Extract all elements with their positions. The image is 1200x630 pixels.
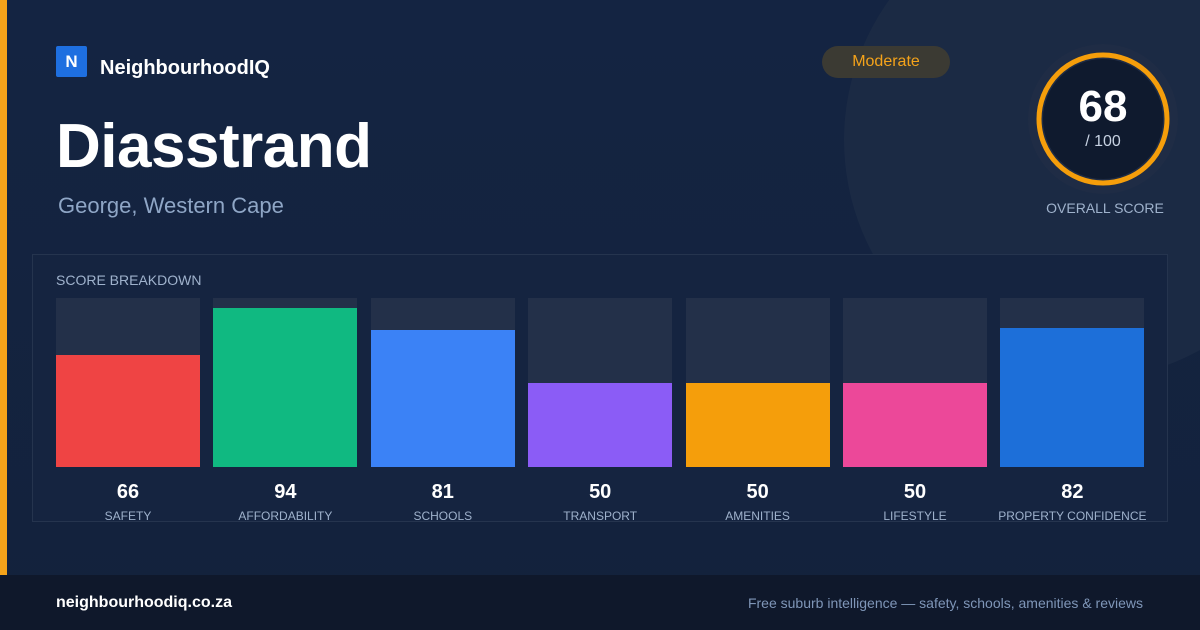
overall-score-max: / 100	[1085, 133, 1121, 150]
footer-url[interactable]: neighbourhoodiq.co.za	[56, 594, 232, 611]
brand-logo-icon: N	[56, 46, 87, 77]
overall-score-label: OVERALL SCORE	[1046, 200, 1164, 216]
score-ring-progress	[1036, 52, 1170, 186]
bar-category-label: AFFORDABILITY	[238, 509, 333, 523]
brand-name: NeighbourhoodIQ	[100, 57, 270, 79]
bar-value-label: 50	[589, 481, 612, 503]
bar-value-label: 66	[116, 481, 140, 503]
bar	[1000, 328, 1145, 467]
score-ring-inner	[1043, 59, 1163, 179]
bar	[213, 308, 358, 467]
accent-stripe	[0, 0, 7, 575]
score-breakdown-panel: SCORE BREAKDOWN 66 SAFETY 94 AFFORDABILITY 8…	[32, 254, 1168, 523]
bar-category-label: AMENITIES	[725, 509, 790, 523]
bar-category-label: SCHOOLS	[413, 509, 473, 523]
bar-track	[370, 298, 515, 467]
bar-value-label: 50	[903, 481, 927, 503]
bar-track	[1000, 298, 1145, 467]
bar-column: 50 LIFESTYLE	[843, 298, 987, 523]
score-ring-graphic	[1028, 44, 1178, 194]
bar-value-label: 81	[431, 481, 454, 503]
bar-value-label: 82	[1061, 481, 1084, 503]
bar	[843, 382, 987, 467]
suburb-location: George, Western Cape	[58, 193, 284, 218]
bar-category-label: LIFESTYLE	[883, 509, 947, 523]
bar-value-label: 94	[274, 481, 297, 503]
bar	[685, 382, 830, 467]
bar-track	[528, 298, 673, 467]
bar-track	[213, 298, 358, 467]
bar-category-label: SAFETY	[104, 509, 152, 523]
bar-column: 50 AMENITIES	[685, 298, 830, 523]
footer-tagline: Free suburb intelligence — safety, schoo…	[747, 595, 1143, 611]
bar-track	[685, 298, 830, 467]
breakdown-title: SCORE BREAKDOWN	[56, 272, 202, 288]
bar-category-label: TRANSPORT	[563, 509, 638, 523]
bar-track	[843, 298, 987, 467]
footer: neighbourhoodiq.co.za Free suburb intell…	[0, 575, 1200, 630]
bar-value-label: 50	[746, 481, 769, 503]
bar	[370, 330, 515, 467]
bar-column: 81 SCHOOLS	[370, 298, 515, 523]
overall-score-value: 68	[1078, 82, 1128, 131]
bar	[528, 382, 673, 467]
suburb-title: Diasstrand	[56, 112, 372, 181]
bar-column: 94 AFFORDABILITY	[213, 298, 358, 523]
bar-column: 82 PROPERTY CONFIDENCE	[998, 298, 1147, 523]
bar-column: 66 SAFETY	[56, 298, 200, 523]
bar-track	[56, 298, 200, 467]
bar	[56, 355, 200, 467]
rating-badge: Moderate	[822, 46, 950, 78]
bar-category-label: PROPERTY CONFIDENCE	[998, 509, 1147, 523]
overall-score-ring: 68 / 100	[1028, 44, 1178, 194]
bar-column: 50 TRANSPORT	[528, 298, 673, 523]
